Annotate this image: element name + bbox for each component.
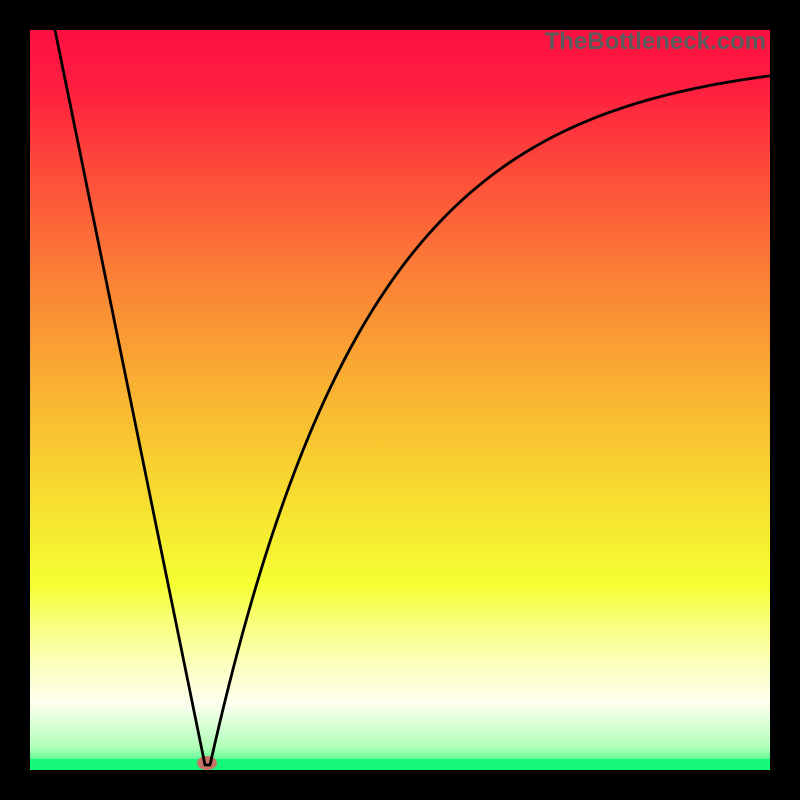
gradient-background	[30, 30, 770, 770]
chart-frame: TheBottleneck.com	[0, 0, 800, 800]
watermark-label: TheBottleneck.com	[545, 28, 766, 56]
frame-border-right	[770, 0, 800, 800]
frame-border-left	[0, 0, 30, 800]
plot-area: TheBottleneck.com	[30, 30, 770, 770]
frame-border-bottom	[0, 770, 800, 800]
optimal-point-marker	[197, 756, 217, 770]
frame-border-top	[0, 0, 800, 30]
optimal-band	[30, 759, 770, 770]
chart-svg	[30, 30, 770, 770]
